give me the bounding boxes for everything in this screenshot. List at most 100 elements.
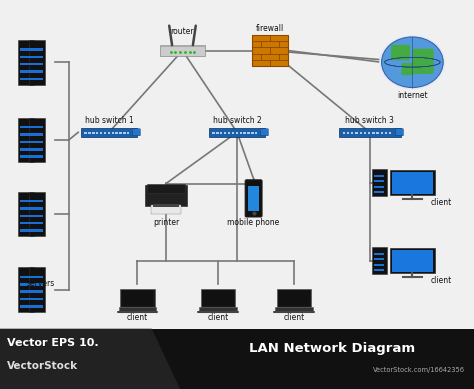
FancyBboxPatch shape — [119, 132, 122, 134]
Text: internet: internet — [397, 91, 428, 100]
FancyBboxPatch shape — [390, 170, 435, 195]
FancyBboxPatch shape — [224, 132, 227, 134]
Text: hub switch 2: hub switch 2 — [213, 116, 261, 125]
FancyBboxPatch shape — [31, 207, 43, 210]
FancyBboxPatch shape — [160, 45, 205, 47]
FancyBboxPatch shape — [20, 298, 32, 300]
Text: firewall: firewall — [256, 23, 284, 33]
FancyBboxPatch shape — [20, 148, 32, 151]
FancyBboxPatch shape — [118, 307, 156, 312]
FancyBboxPatch shape — [347, 132, 349, 134]
FancyBboxPatch shape — [151, 205, 181, 214]
FancyBboxPatch shape — [0, 329, 474, 389]
FancyBboxPatch shape — [251, 132, 254, 134]
FancyBboxPatch shape — [88, 132, 91, 134]
FancyBboxPatch shape — [412, 49, 434, 74]
FancyBboxPatch shape — [343, 132, 345, 134]
FancyBboxPatch shape — [31, 305, 43, 308]
FancyBboxPatch shape — [248, 186, 259, 211]
FancyBboxPatch shape — [108, 132, 110, 134]
FancyBboxPatch shape — [31, 63, 43, 65]
FancyBboxPatch shape — [31, 215, 43, 217]
FancyBboxPatch shape — [29, 118, 45, 163]
FancyBboxPatch shape — [104, 132, 106, 134]
FancyBboxPatch shape — [31, 230, 43, 232]
Text: client: client — [430, 275, 451, 285]
FancyBboxPatch shape — [401, 63, 414, 75]
FancyBboxPatch shape — [20, 291, 32, 293]
FancyBboxPatch shape — [147, 184, 185, 193]
FancyBboxPatch shape — [92, 132, 94, 134]
Text: client: client — [430, 198, 451, 207]
FancyBboxPatch shape — [381, 132, 383, 134]
Text: servers: servers — [26, 279, 55, 289]
FancyBboxPatch shape — [31, 48, 43, 51]
FancyBboxPatch shape — [29, 268, 45, 312]
FancyBboxPatch shape — [372, 132, 374, 134]
FancyBboxPatch shape — [351, 132, 354, 134]
FancyBboxPatch shape — [376, 132, 379, 134]
FancyBboxPatch shape — [339, 128, 401, 137]
FancyBboxPatch shape — [277, 289, 311, 307]
FancyBboxPatch shape — [228, 132, 230, 134]
FancyBboxPatch shape — [252, 35, 288, 66]
Text: VectorStock: VectorStock — [7, 361, 78, 371]
FancyBboxPatch shape — [373, 169, 387, 196]
FancyBboxPatch shape — [368, 132, 370, 134]
FancyBboxPatch shape — [31, 56, 43, 58]
Text: client: client — [283, 312, 304, 322]
FancyBboxPatch shape — [212, 132, 215, 134]
FancyBboxPatch shape — [374, 186, 384, 188]
FancyBboxPatch shape — [20, 207, 32, 210]
FancyBboxPatch shape — [20, 230, 32, 232]
FancyBboxPatch shape — [31, 133, 43, 136]
Circle shape — [382, 37, 443, 88]
FancyBboxPatch shape — [31, 298, 43, 300]
FancyBboxPatch shape — [232, 132, 234, 134]
FancyBboxPatch shape — [201, 289, 235, 307]
FancyBboxPatch shape — [20, 156, 32, 158]
FancyBboxPatch shape — [255, 132, 257, 134]
FancyBboxPatch shape — [20, 56, 32, 58]
FancyBboxPatch shape — [20, 133, 32, 136]
Text: router: router — [171, 26, 194, 36]
Text: printer: printer — [153, 218, 179, 227]
FancyBboxPatch shape — [20, 70, 32, 73]
Text: hub switch 3: hub switch 3 — [345, 116, 394, 125]
FancyBboxPatch shape — [31, 156, 43, 158]
FancyBboxPatch shape — [209, 128, 265, 137]
FancyBboxPatch shape — [374, 191, 384, 193]
FancyBboxPatch shape — [199, 307, 237, 312]
FancyBboxPatch shape — [81, 128, 137, 137]
FancyBboxPatch shape — [122, 290, 153, 306]
FancyBboxPatch shape — [220, 132, 222, 134]
FancyBboxPatch shape — [356, 132, 358, 134]
FancyBboxPatch shape — [374, 269, 384, 271]
FancyBboxPatch shape — [20, 283, 32, 286]
FancyBboxPatch shape — [236, 132, 238, 134]
FancyBboxPatch shape — [84, 132, 87, 134]
FancyBboxPatch shape — [373, 247, 387, 274]
FancyBboxPatch shape — [20, 63, 32, 65]
FancyBboxPatch shape — [389, 132, 392, 134]
FancyBboxPatch shape — [120, 289, 155, 307]
FancyBboxPatch shape — [364, 132, 366, 134]
FancyBboxPatch shape — [374, 253, 384, 255]
FancyBboxPatch shape — [239, 132, 242, 134]
FancyBboxPatch shape — [31, 78, 43, 80]
FancyBboxPatch shape — [374, 258, 384, 260]
FancyBboxPatch shape — [29, 191, 45, 237]
FancyBboxPatch shape — [20, 126, 32, 128]
FancyBboxPatch shape — [385, 132, 387, 134]
Text: VectorStock.com/16642356: VectorStock.com/16642356 — [373, 367, 465, 373]
FancyBboxPatch shape — [278, 290, 310, 306]
FancyBboxPatch shape — [390, 248, 435, 273]
FancyBboxPatch shape — [275, 307, 313, 312]
FancyBboxPatch shape — [392, 172, 433, 194]
FancyBboxPatch shape — [374, 264, 384, 266]
FancyBboxPatch shape — [374, 175, 384, 177]
FancyBboxPatch shape — [31, 283, 43, 286]
Polygon shape — [0, 329, 180, 389]
FancyBboxPatch shape — [202, 290, 234, 306]
FancyBboxPatch shape — [20, 276, 32, 278]
